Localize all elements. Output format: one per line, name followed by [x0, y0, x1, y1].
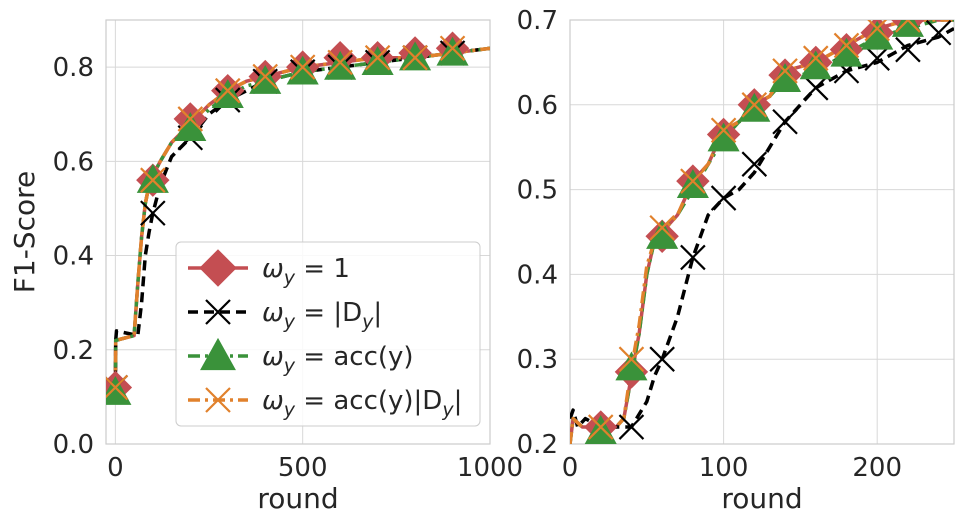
- marker-s3: [324, 50, 357, 80]
- legend-label-s1: ωy = 1: [262, 254, 350, 289]
- legend-label-s2: ωy = |Dy|: [262, 298, 382, 333]
- marker-s3: [436, 36, 469, 66]
- marker-s2: [649, 346, 675, 372]
- marker-s4: [439, 35, 466, 62]
- marker-s4: [741, 92, 768, 118]
- x-tick-label: 0: [562, 453, 579, 483]
- y-tick-label: 0.2: [517, 430, 558, 460]
- marker-s2: [741, 151, 768, 177]
- y-tick-label: 0.2: [53, 336, 94, 366]
- marker-s4: [140, 167, 166, 193]
- marker-s4: [802, 45, 829, 71]
- marker-s4: [864, 20, 890, 42]
- x-tick-label: 200: [852, 453, 902, 483]
- y-axis-label: F1-Score: [8, 171, 41, 293]
- marker-s2: [618, 414, 645, 440]
- y-tick-label: 0.4: [517, 260, 558, 290]
- marker-s4: [252, 63, 278, 90]
- y-tick-label: 0.8: [53, 53, 94, 83]
- marker-s4: [710, 117, 737, 144]
- marker-s4: [895, 20, 921, 33]
- marker-s2: [864, 45, 890, 71]
- left-panel: 0 500 1000 0.0 0.2 0.4 0.6 0.8 round F1-Score: [8, 19, 523, 515]
- y-tick-label: 0.5: [517, 176, 558, 206]
- marker-s3: [891, 20, 924, 37]
- marker-s4: [649, 214, 675, 241]
- plot-frame: [105, 19, 491, 445]
- y-tick-label: 0.7: [517, 6, 558, 36]
- y-tick-label: 0.3: [517, 345, 558, 375]
- marker-s2: [710, 185, 737, 211]
- marker-s3: [211, 79, 244, 109]
- marker-s2: [772, 108, 798, 135]
- marker-s3: [738, 92, 771, 122]
- marker-s4: [289, 54, 316, 80]
- marker-s3: [676, 169, 709, 199]
- marker-s4: [214, 77, 241, 104]
- marker-s4: [618, 346, 645, 372]
- marker-s2: [140, 200, 166, 226]
- legend-marker-s3: [200, 337, 236, 371]
- marker-s2: [680, 244, 706, 271]
- marker-s2: [925, 20, 952, 46]
- marker-s4: [106, 374, 129, 401]
- marker-s3: [286, 55, 319, 85]
- plot-frame: [569, 19, 955, 445]
- marker-s2: [895, 36, 921, 63]
- x-axis-label: round: [257, 482, 338, 515]
- legend-marker-s2: [205, 299, 231, 325]
- y-tick-label: 0.6: [53, 147, 94, 177]
- marker-s3: [249, 65, 282, 94]
- legend: ωy = 1 ωy = |Dy| ωy = acc(y) ωy = acc(y)|Dy…: [175, 241, 481, 427]
- legend-marker-s4: [205, 387, 231, 413]
- marker-s2: [802, 75, 829, 101]
- legend-box: [175, 241, 481, 427]
- marker-s3: [584, 415, 617, 444]
- marker-s4: [680, 168, 706, 194]
- right-panel: 0 100 200 0.2 0.3 0.4 0.5 0.6 0.7 round: [517, 6, 955, 515]
- y-tick-label: 0.4: [53, 242, 94, 272]
- marker-s4: [587, 414, 614, 440]
- marker-s4: [177, 106, 204, 132]
- y-tick-label: 0.0: [53, 430, 94, 460]
- marker-s4: [772, 58, 798, 84]
- legend-label-s3: ωy = acc(y): [262, 342, 414, 377]
- x-tick-label: 0: [107, 453, 124, 483]
- marker-s4: [833, 32, 860, 59]
- x-tick-label: 500: [278, 453, 328, 483]
- legend-marker-s1: [199, 249, 237, 287]
- marker-s4: [327, 49, 353, 76]
- marker-s4: [364, 44, 391, 71]
- x-tick-label: 100: [699, 453, 749, 483]
- x-tick-label: 1000: [457, 453, 523, 483]
- y-tick-label: 0.6: [517, 91, 558, 121]
- legend-label-s4: ωy = acc(y)|Dy|: [262, 386, 462, 421]
- marker-s3: [361, 46, 394, 76]
- marker-s4: [402, 44, 428, 71]
- x-axis-label: round: [721, 482, 802, 515]
